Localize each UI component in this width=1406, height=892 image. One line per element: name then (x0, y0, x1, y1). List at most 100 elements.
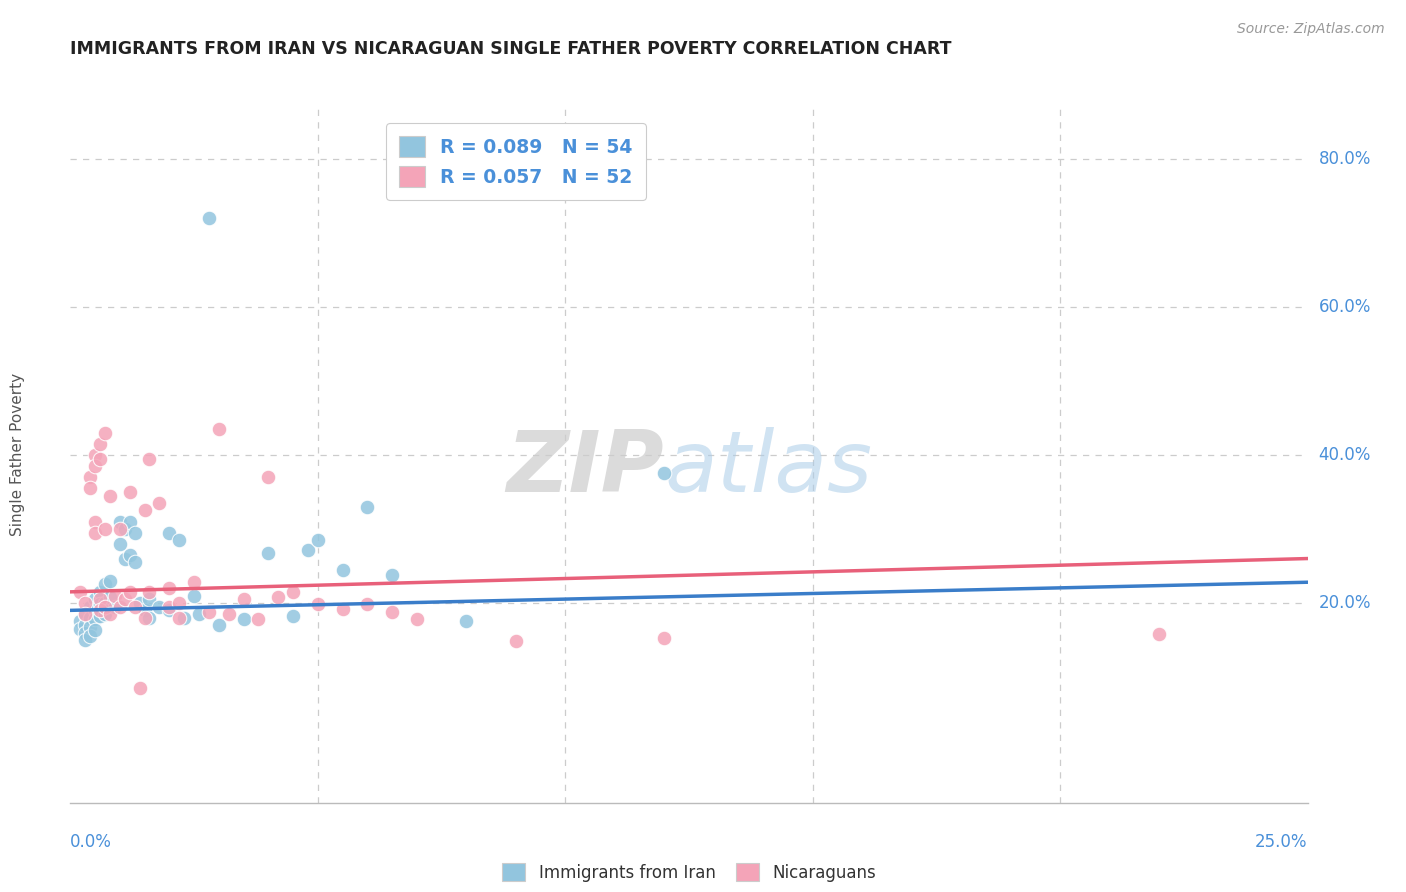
Point (114, 522, 136, 536)
Point (108, 537, 131, 551)
Point (332, 563, 354, 577)
Point (652, 631, 675, 645)
Point (84, 448, 107, 462)
Point (84, 612, 107, 626)
Point (118, 548, 141, 562)
Point (108, 515, 131, 529)
Point (84, 624, 107, 638)
Point (356, 598, 378, 612)
Text: atlas: atlas (664, 427, 872, 510)
Point (118, 585, 141, 599)
Point (405, 612, 427, 626)
Point (89, 598, 111, 612)
Point (307, 533, 329, 547)
Point (94, 577, 117, 591)
Point (75, 618, 97, 632)
Point (79, 470, 101, 484)
Point (138, 592, 160, 607)
Point (198, 211, 221, 225)
Point (79, 611, 101, 625)
Point (167, 611, 190, 625)
Point (75, 607, 97, 621)
Point (75, 632, 97, 647)
Text: 40.0%: 40.0% (1319, 446, 1371, 464)
Point (108, 599, 131, 614)
Point (148, 599, 170, 614)
Point (94, 599, 117, 614)
Point (98, 489, 121, 503)
Point (114, 592, 136, 607)
Point (307, 598, 329, 612)
Point (257, 470, 280, 484)
Point (183, 589, 205, 603)
Point (114, 551, 136, 566)
Point (381, 605, 404, 619)
Point (98, 607, 121, 621)
Point (138, 611, 160, 625)
Point (505, 634, 527, 648)
Point (75, 596, 97, 610)
Point (247, 612, 270, 626)
Point (124, 599, 146, 614)
Point (104, 599, 127, 614)
Text: 60.0%: 60.0% (1319, 298, 1371, 316)
Point (381, 567, 404, 582)
Point (79, 481, 101, 495)
Point (208, 618, 231, 632)
Point (128, 681, 150, 695)
Point (84, 592, 107, 607)
Point (157, 581, 180, 595)
Text: 20.0%: 20.0% (1319, 594, 1371, 612)
Point (84, 603, 107, 617)
Point (167, 596, 190, 610)
Point (652, 467, 675, 481)
Legend: Immigrants from Iran, Nicaraguans: Immigrants from Iran, Nicaraguans (492, 854, 886, 892)
Point (84, 515, 107, 529)
Point (69, 615, 91, 629)
Point (456, 615, 478, 629)
Point (84, 525, 107, 540)
Point (232, 612, 254, 626)
Point (89, 603, 111, 617)
Point (118, 515, 141, 529)
Point (332, 602, 354, 616)
Text: ZIP: ZIP (506, 427, 664, 510)
Point (104, 589, 127, 603)
Point (94, 522, 117, 536)
Point (118, 484, 141, 499)
Point (297, 542, 319, 557)
Point (218, 607, 240, 621)
Point (69, 622, 91, 636)
Point (183, 575, 205, 590)
Point (1147, 627, 1170, 641)
Point (148, 496, 170, 510)
Point (79, 620, 101, 634)
Point (208, 422, 231, 436)
Point (79, 629, 101, 643)
Point (134, 603, 156, 617)
Point (124, 525, 146, 540)
Point (281, 585, 304, 599)
Text: Single Father Poverty: Single Father Poverty (10, 374, 25, 536)
Point (356, 500, 378, 514)
Point (281, 609, 304, 624)
Point (124, 555, 146, 569)
Text: Source: ZipAtlas.com: Source: ZipAtlas.com (1237, 22, 1385, 37)
Point (198, 605, 221, 619)
Point (79, 599, 101, 614)
Point (89, 609, 111, 624)
Point (98, 574, 121, 588)
Point (157, 525, 180, 540)
Point (98, 590, 121, 604)
Point (188, 607, 211, 621)
Point (89, 585, 111, 599)
Point (108, 522, 131, 536)
Point (134, 503, 156, 517)
Text: 25.0%: 25.0% (1256, 833, 1308, 851)
Point (89, 437, 111, 451)
Point (128, 596, 150, 610)
Point (75, 625, 97, 640)
Point (138, 451, 160, 466)
Point (138, 585, 160, 599)
Point (94, 425, 117, 440)
